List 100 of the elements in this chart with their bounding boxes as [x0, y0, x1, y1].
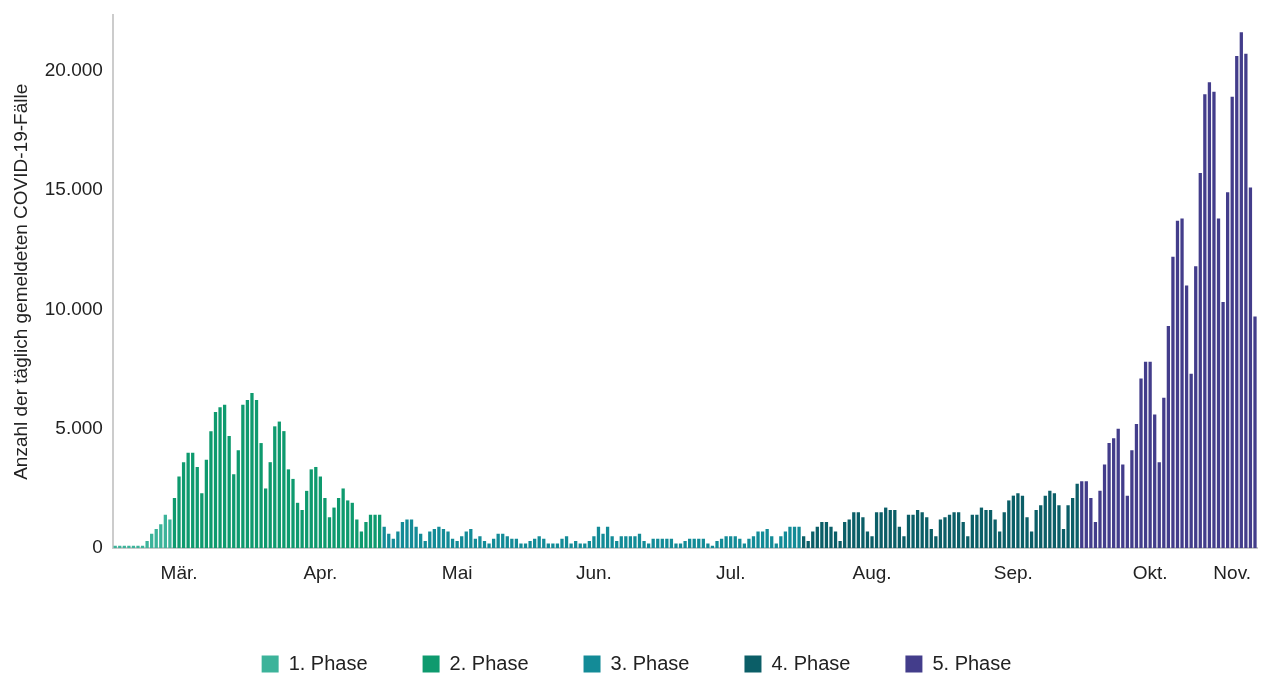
bar [241, 404, 245, 549]
bar [906, 514, 911, 549]
bar [1048, 490, 1052, 549]
bar [222, 404, 227, 549]
bar [195, 466, 199, 549]
bar [733, 536, 737, 549]
bar [168, 519, 172, 549]
x-tick-label: Nov. [1213, 561, 1252, 583]
bar [610, 536, 614, 549]
bar [911, 514, 915, 549]
bar [624, 536, 628, 549]
bar [724, 536, 728, 549]
bar [646, 543, 651, 549]
bar [1194, 266, 1198, 549]
bar [309, 469, 313, 549]
bar [984, 509, 988, 549]
bar [1207, 82, 1212, 549]
bar [829, 526, 833, 549]
bar [979, 507, 984, 549]
x-tick-label: Jul. [715, 561, 746, 583]
y-tick-label: 20.000 [44, 58, 103, 80]
legend-label: 2. Phase [449, 651, 529, 674]
bar [1175, 220, 1180, 549]
x-tick-label: Aug. [852, 561, 892, 583]
bar [1116, 428, 1120, 549]
bar [336, 498, 341, 549]
bar [811, 531, 815, 549]
bar [742, 543, 747, 549]
bar [218, 407, 222, 549]
bar [874, 512, 879, 549]
bar [961, 521, 965, 549]
legend-label: 5. Phase [932, 651, 1012, 674]
bar [1235, 56, 1239, 549]
bar [1052, 493, 1057, 549]
bar [833, 531, 838, 549]
bar [1075, 483, 1079, 549]
bar [765, 529, 769, 549]
bar [674, 543, 678, 549]
bar [633, 536, 637, 549]
y-tick-label: 5.000 [55, 416, 103, 438]
bar [478, 536, 482, 549]
bar [523, 543, 528, 549]
legend-label: 3. Phase [610, 651, 690, 674]
bar [350, 502, 354, 549]
bar [879, 512, 883, 549]
bar [952, 512, 956, 549]
bar [405, 519, 409, 549]
bar [400, 521, 405, 549]
bar [1007, 500, 1011, 549]
bar [560, 538, 564, 549]
bar [1162, 397, 1166, 549]
bar [1039, 505, 1043, 549]
bar [801, 536, 806, 549]
bar [715, 541, 719, 549]
bar [915, 509, 920, 549]
bar [1080, 481, 1084, 549]
bar [1016, 493, 1020, 549]
bar [1043, 495, 1047, 549]
bar [314, 466, 318, 549]
bar [250, 392, 254, 549]
bar [469, 529, 473, 549]
bar [528, 541, 532, 549]
bar [852, 512, 856, 549]
bar [1034, 509, 1038, 549]
y-tick-label: 0 [92, 536, 103, 558]
bar [487, 543, 491, 549]
bar [555, 543, 560, 549]
bar [824, 521, 829, 549]
bar [1180, 218, 1184, 549]
bar [920, 512, 924, 549]
x-tick-label: Sep. [993, 561, 1033, 583]
bar [929, 529, 933, 549]
bar [947, 514, 952, 549]
bar [1148, 361, 1152, 549]
bar [619, 536, 623, 549]
bar [186, 452, 190, 549]
bar [797, 526, 801, 549]
x-tick-label: Apr. [303, 561, 338, 583]
bar [788, 526, 792, 549]
bar [136, 545, 140, 549]
bar [464, 531, 468, 549]
bar [1070, 498, 1075, 549]
bar [760, 531, 765, 549]
x-tick-label: Mär. [160, 561, 198, 583]
bar [578, 543, 582, 549]
bar [127, 545, 131, 549]
bar [628, 536, 633, 549]
bar [446, 531, 450, 549]
bar [706, 543, 710, 549]
bar [441, 529, 446, 549]
bar [779, 536, 783, 549]
x-tick-label: Jun. [575, 561, 612, 583]
bar [428, 531, 432, 549]
bar [227, 435, 231, 549]
legend-label: 1. Phase [288, 651, 368, 674]
y-axis-title: Anzahl der täglich gemeldeten COVID-19-Fälle [9, 83, 31, 480]
bar [888, 509, 892, 549]
bar [341, 488, 345, 549]
bar [678, 543, 683, 549]
bar [368, 514, 373, 549]
